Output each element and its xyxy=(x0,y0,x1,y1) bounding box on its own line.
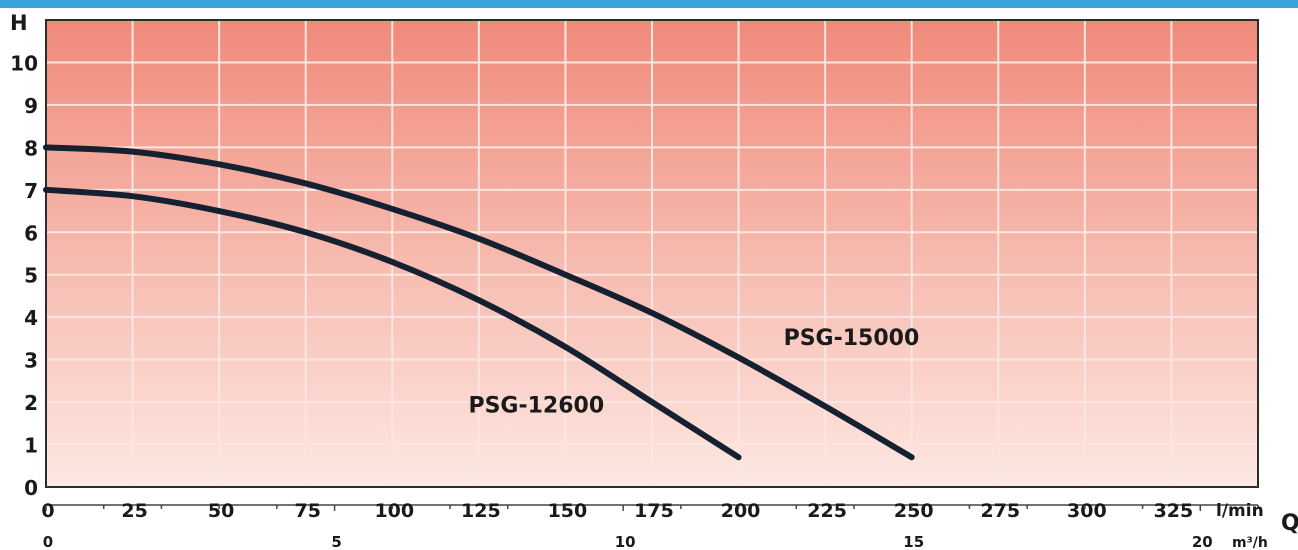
y-tick-label: 9 xyxy=(24,94,38,118)
series-labels: PSG-12600 PSG-15000 xyxy=(468,326,919,419)
x-tick-label-lmin: 125 xyxy=(461,500,501,522)
y-tick-labels: 0 1 2 3 4 5 6 7 8 9 10 xyxy=(10,51,38,500)
x-tick-labels-lmin: 0 25 50 75 100 125 150 175 200 225 250 275 300 325 xyxy=(41,500,1193,522)
y-tick-label: 10 xyxy=(10,51,38,75)
y-axis-label: H xyxy=(10,11,28,35)
series-line-psg-12600 xyxy=(43,186,742,461)
series-label-psg-15000: PSG-15000 xyxy=(784,326,920,351)
y-tick-label: 4 xyxy=(24,306,38,330)
y-tick-label: 8 xyxy=(24,136,38,160)
x-tick-label-lmin: 175 xyxy=(634,500,674,522)
top-accent-bar xyxy=(0,0,1298,8)
x-tick-label-lmin: 300 xyxy=(1067,500,1107,522)
x-tick-label-lmin: 75 xyxy=(294,500,320,522)
x-tick-label-lmin: 225 xyxy=(807,500,847,522)
y-tick-label: 3 xyxy=(24,349,38,373)
y-tick-label: 1 xyxy=(24,434,38,458)
x-tick-label-m3h: 10 xyxy=(615,533,636,550)
x-tick-label-lmin: 325 xyxy=(1154,500,1194,522)
x-tick-label-m3h: 15 xyxy=(903,533,924,550)
grid-lines xyxy=(46,19,1258,487)
plot-frame xyxy=(45,19,1259,488)
series-lines xyxy=(43,144,915,461)
x-tick-label-lmin: 250 xyxy=(894,500,934,522)
x-tick-label-m3h: 5 xyxy=(331,533,341,550)
y-tick-label: 2 xyxy=(24,391,38,415)
x-tick-label-lmin: 150 xyxy=(548,500,588,522)
y-tick-label: 5 xyxy=(24,264,38,288)
x-tick-label-lmin: 50 xyxy=(208,500,234,522)
x-tick-label-lmin: 275 xyxy=(980,500,1020,522)
y-tick-label: 7 xyxy=(24,179,38,203)
x-tick-label-lmin: 200 xyxy=(721,500,761,522)
x-axis-label: Q xyxy=(1281,511,1298,536)
x-tick-label-lmin: 25 xyxy=(121,500,147,522)
axes xyxy=(45,19,1259,506)
x-tick-label-lmin: 0 xyxy=(41,500,54,522)
x-tick-label-m3h: 20 xyxy=(1192,533,1213,550)
y-tick-label: 0 xyxy=(24,476,38,500)
series-label-psg-12600: PSG-12600 xyxy=(468,394,604,419)
x-tick-labels-m3h: 0 5 10 15 20 xyxy=(43,505,1259,550)
x-tick-label-m3h: 0 xyxy=(43,533,53,550)
x-unit-lmin: l/min xyxy=(1216,501,1264,521)
x-unit-m3h: m³/h xyxy=(1232,535,1268,550)
y-tick-label: 6 xyxy=(24,221,38,245)
x-tick-label-lmin: 100 xyxy=(374,500,414,522)
series-line-psg-15000 xyxy=(43,144,915,461)
